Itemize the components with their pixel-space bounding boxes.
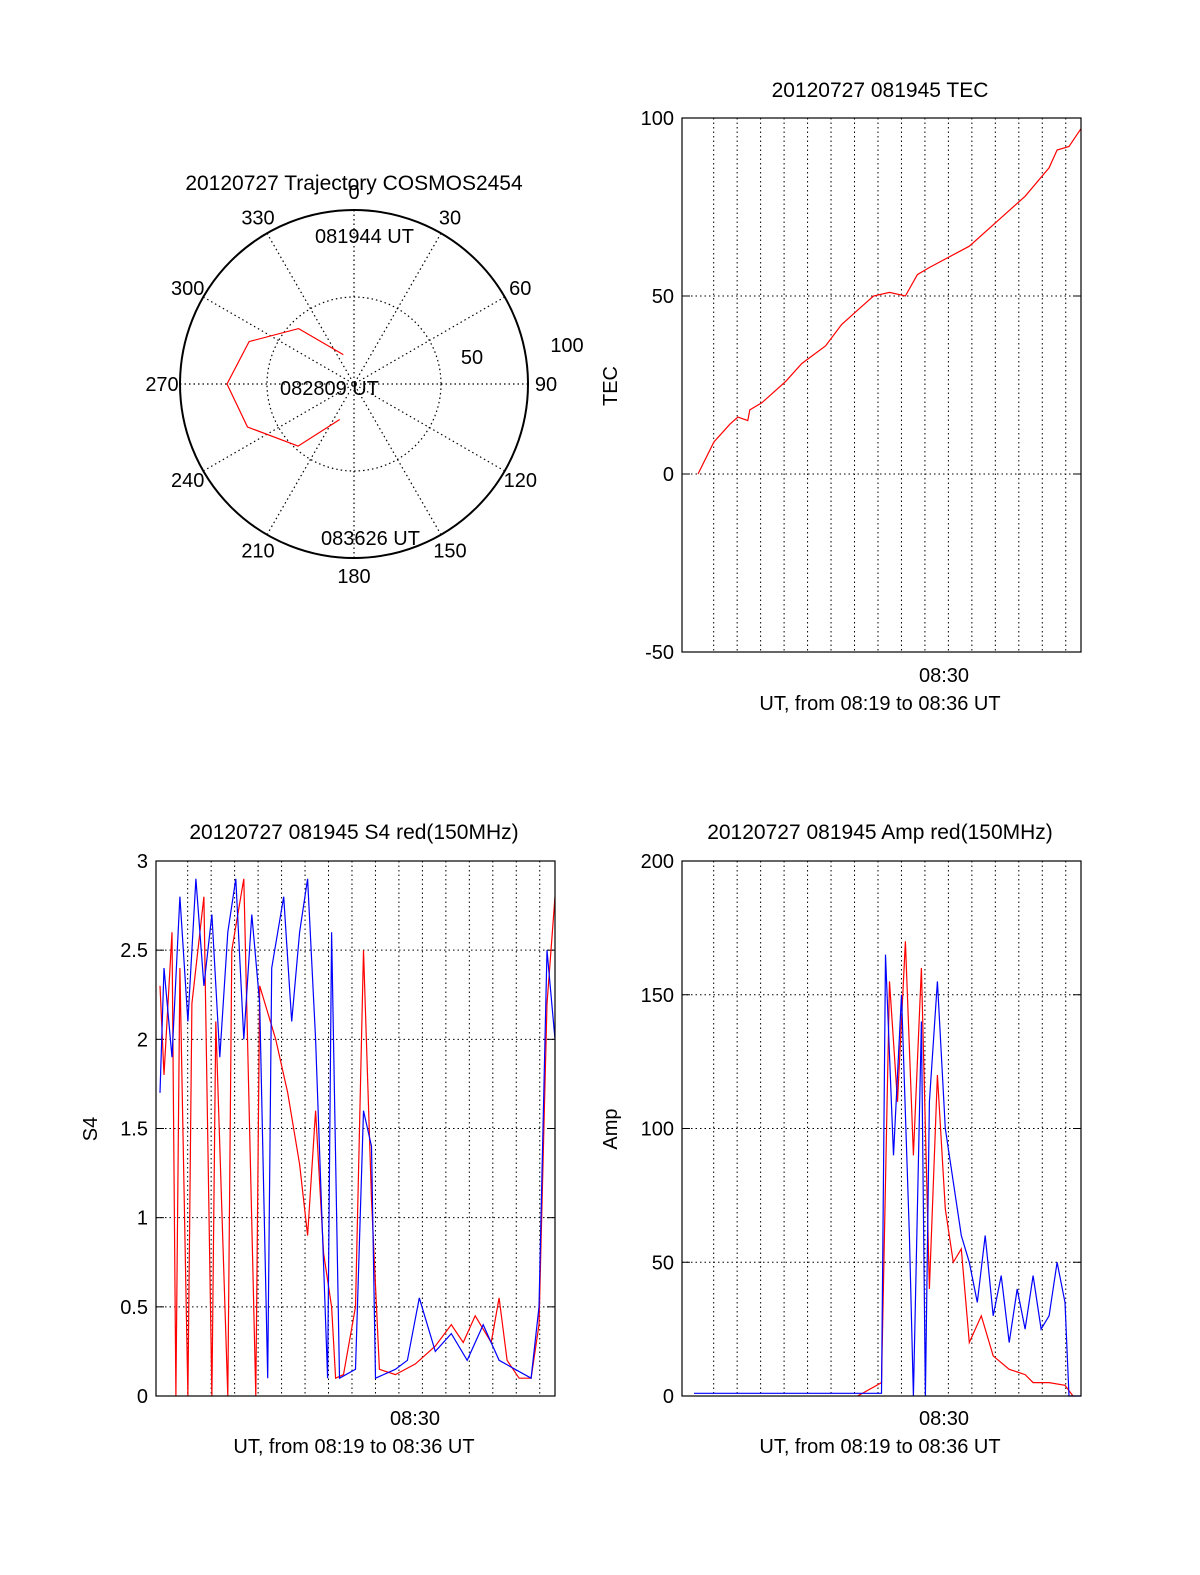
polar-angle-label: 150 [433, 540, 466, 562]
amp-ytick-label: 200 [641, 851, 674, 873]
tec-xlabel: UT, from 08:19 to 08:36 UT [759, 693, 1000, 715]
amp-grid [682, 861, 1081, 1396]
trajectory-panel: 20120727 Trajectory COSMOS2454 0 30 60 90 12… [145, 172, 583, 588]
s4-grid [156, 861, 555, 1396]
amp-title: 20120727 081945 Amp red(150MHz) [707, 821, 1053, 844]
tec-xtick-label: 08:30 [919, 665, 969, 687]
tec-ylabel: TEC [600, 366, 622, 406]
s4-xlabel: UT, from 08:19 to 08:36 UT [233, 1436, 474, 1458]
polar-angle-label: 240 [171, 470, 204, 492]
trajectory-track [226, 327, 344, 447]
s4-ytick-label: 3 [137, 851, 148, 873]
s4-series-1 [159, 878, 556, 1380]
amp-series-1 [694, 954, 1081, 1397]
polar-angle-label: 270 [145, 374, 178, 396]
amp-xtick-label: 08:30 [919, 1408, 969, 1430]
s4-ytick-label: 1.5 [120, 1119, 148, 1141]
s4-ytick-label: 0 [137, 1386, 148, 1408]
tec-ytick-label: 50 [652, 286, 674, 308]
tec-ytick-label: 100 [641, 108, 674, 130]
tec-ytick-label: -50 [645, 642, 674, 664]
polar-angle-label: 120 [504, 470, 537, 492]
annotation-mid-time: 082809 UT [280, 378, 379, 400]
s4-ytick-label: 0.5 [120, 1297, 148, 1319]
amp-ylabel: Amp [600, 1108, 622, 1149]
polar-angle-label: 60 [509, 278, 531, 300]
polar-radial-label-100: 100 [550, 335, 583, 357]
s4-ytick-label: 2.5 [120, 940, 148, 962]
polar-angle-label: 0 [348, 182, 359, 204]
polar-grid [179, 209, 529, 559]
polar-angle-label: 90 [535, 374, 557, 396]
polar-angle-label: 210 [241, 540, 274, 562]
amp-ytick-label: 50 [652, 1252, 674, 1274]
s4-ylabel: S4 [80, 1117, 102, 1141]
tec-ytick-label: 0 [663, 464, 674, 486]
tec-grid [682, 118, 1081, 652]
trajectory-title: 20120727 Trajectory COSMOS2454 [185, 172, 523, 195]
annotation-start-time: 081944 UT [315, 226, 414, 248]
polar-angle-labels: 0 30 60 90 120 150 180 210 240 270 300 330 [145, 182, 557, 588]
tec-plot-frame [681, 117, 1082, 653]
amp-series-0 [857, 941, 1074, 1397]
polar-radial-label-50: 50 [461, 347, 483, 369]
amp-xlabel: UT, from 08:19 to 08:36 UT [759, 1436, 1000, 1458]
annotation-end-time: 083626 UT [321, 528, 420, 550]
polar-angle-label: 330 [241, 208, 274, 230]
tec-title: 20120727 081945 TEC [772, 79, 989, 102]
s4-ytick-label: 2 [137, 1029, 148, 1051]
s4-plot-frame [155, 860, 556, 1397]
tec-series-0 [697, 128, 1082, 475]
polar-angle-label: 300 [171, 278, 204, 300]
s4-ytick-label: 1 [137, 1208, 148, 1230]
s4-title: 20120727 081945 S4 red(150MHz) [189, 821, 518, 844]
amp-ytick-label: 150 [641, 985, 674, 1007]
s4-xtick-label: 08:30 [390, 1408, 440, 1430]
amp-plot-frame [681, 860, 1082, 1397]
polar-angle-label: 30 [439, 208, 461, 230]
s4-series-0 [159, 878, 556, 1397]
amp-ytick-label: 0 [663, 1386, 674, 1408]
polar-angle-label: 180 [337, 566, 370, 588]
amp-panel: 20120727 081945 Amp red(150MHz) Amp 08:3… [600, 821, 1082, 1458]
amp-ytick-label: 100 [641, 1119, 674, 1141]
tec-panel: 20120727 081945 TEC TEC 08:30 UT, from 0… [600, 79, 1082, 715]
s4-panel: 20120727 081945 S4 red(150MHz) S4 08:30 … [80, 821, 556, 1458]
